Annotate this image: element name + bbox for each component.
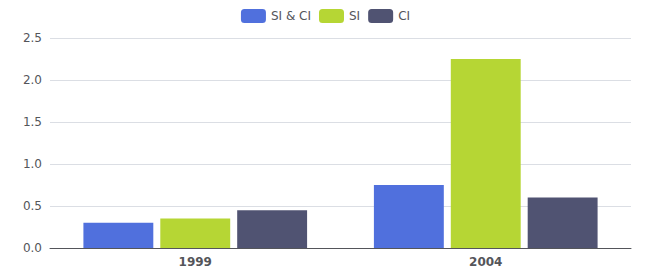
- svg-text:1.0: 1.0: [23, 157, 42, 171]
- svg-text:SI: SI: [349, 9, 360, 23]
- svg-text:0.0: 0.0: [23, 241, 42, 255]
- svg-text:2.5: 2.5: [23, 31, 42, 45]
- svg-text:0.5: 0.5: [23, 199, 42, 213]
- svg-text:2004: 2004: [469, 255, 502, 269]
- svg-text:1.5: 1.5: [23, 115, 42, 129]
- svg-text:2.0: 2.0: [23, 73, 42, 87]
- svg-text:SI & CI: SI & CI: [271, 9, 311, 23]
- svg-text:1999: 1999: [179, 255, 212, 269]
- svg-text:CI: CI: [398, 9, 410, 23]
